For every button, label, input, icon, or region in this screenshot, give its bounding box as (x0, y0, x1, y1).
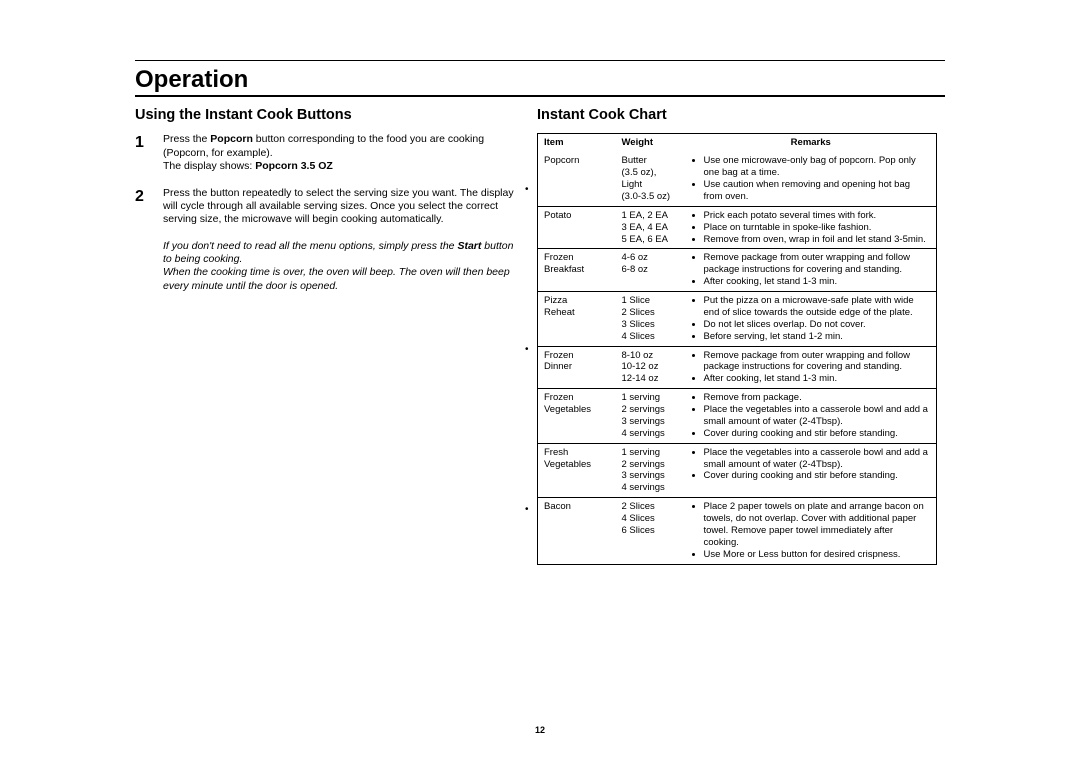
step-1: 1 Press the Popcorn button corresponding… (135, 133, 515, 172)
table-row: FreshVegetables1 serving2 servings3 serv… (538, 443, 937, 498)
footnote: If you don't need to read all the menu o… (163, 240, 515, 293)
note-line2: When the cooking time is over, the oven … (163, 266, 510, 291)
step-1-display-b: Popcorn 3.5 OZ (255, 160, 333, 172)
cell-item: Popcorn (538, 152, 616, 206)
cell-remarks: Prick each potato several times with for… (686, 206, 937, 249)
table-row: PopcornButter(3.5 oz),Light(3.0-3.5 oz) U… (538, 152, 937, 206)
step-1-display-a: The display shows: (163, 160, 255, 172)
cell-weight: 8-10 oz10-12 oz12-14 oz (616, 346, 686, 389)
cell-remarks: Remove from package.Place the vegetables… (686, 389, 937, 444)
table-row: FrozenBreakfast4-6 oz6-8 oz Remove packag… (538, 249, 937, 292)
remark-item: Place on turntable in spoke-like fashion… (704, 222, 931, 234)
table-row: Bacon2 Slices4 Slices6 Slices Place 2 pap… (538, 498, 937, 564)
rule-top (135, 60, 945, 61)
cell-weight: Butter(3.5 oz),Light(3.0-3.5 oz) (616, 152, 686, 206)
cell-remarks: Remove package from outer wrapping and f… (686, 249, 937, 292)
cell-remarks: Remove package from outer wrapping and f… (686, 346, 937, 389)
right-subheading: Instant Cook Chart (537, 107, 945, 123)
cell-item: Bacon (538, 498, 616, 564)
cell-remarks: Place 2 paper towels on plate and arrang… (686, 498, 937, 564)
remark-item: Use More or Less button for desired cris… (704, 549, 931, 561)
page-number: 12 (535, 725, 545, 735)
rule-under-heading (135, 95, 945, 97)
remark-item: Use caution when removing and opening ho… (704, 179, 931, 203)
cell-item: FreshVegetables (538, 443, 616, 498)
step-1-text-a: Press the (163, 133, 210, 145)
th-item: Item (538, 134, 616, 152)
side-bullets: ••• (525, 185, 529, 665)
th-remarks: Remarks (686, 134, 937, 152)
cell-item: FrozenBreakfast (538, 249, 616, 292)
cell-item: FrozenDinner (538, 346, 616, 389)
remark-item: Before serving, let stand 1-2 min. (704, 331, 931, 343)
remark-item: Remove from oven, wrap in foil and let s… (704, 234, 931, 246)
remark-item: Put the pizza on a microwave-safe plate … (704, 295, 931, 319)
cell-weight: 1 Slice2 Slices3 Slices4 Slices (616, 292, 686, 347)
remark-item: Place 2 paper towels on plate and arrang… (704, 501, 931, 549)
note-start-bold: Start (457, 240, 481, 252)
cell-item: Potato (538, 206, 616, 249)
th-weight: Weight (616, 134, 686, 152)
cell-remarks: Put the pizza on a microwave-safe plate … (686, 292, 937, 347)
remark-item: After cooking, let stand 1-3 min. (704, 373, 931, 385)
step-2-number: 2 (135, 187, 149, 226)
remark-item: Remove from package. (704, 392, 931, 404)
remark-item: Remove package from outer wrapping and f… (704, 252, 931, 276)
cell-item: FrozenVegetables (538, 389, 616, 444)
remark-item: Do not let slices overlap. Do not cover. (704, 319, 931, 331)
cell-weight: 1 EA, 2 EA3 EA, 4 EA5 EA, 6 EA (616, 206, 686, 249)
remark-item: After cooking, let stand 1-3 min. (704, 276, 931, 288)
table-row: FrozenDinner8-10 oz10-12 oz12-14 oz Remov… (538, 346, 937, 389)
step-2-body: Press the button repeatedly to select th… (163, 187, 515, 226)
cell-weight: 1 serving2 servings3 servings4 servings (616, 443, 686, 498)
step-1-number: 1 (135, 133, 149, 172)
cell-weight: 1 serving2 servings3 servings4 servings (616, 389, 686, 444)
step-1-popcorn-bold: Popcorn (210, 133, 253, 145)
left-subheading: Using the Instant Cook Buttons (135, 107, 515, 123)
step-1-body: Press the Popcorn button corresponding t… (163, 133, 515, 172)
cell-weight: 2 Slices4 Slices6 Slices (616, 498, 686, 564)
remark-item: Prick each potato several times with for… (704, 210, 931, 222)
note-line1-a: If you don't need to read all the menu o… (163, 240, 457, 252)
step-2: 2 Press the button repeatedly to select … (135, 187, 515, 226)
right-column: ••• Instant Cook Chart Item Weight Remar… (537, 107, 945, 564)
remark-item: Cover during cooking and stir before sta… (704, 470, 931, 482)
remark-item: Remove package from outer wrapping and f… (704, 350, 931, 374)
remark-item: Place the vegetables into a casserole bo… (704, 404, 931, 428)
remark-item: Place the vegetables into a casserole bo… (704, 447, 931, 471)
table-row: Potato1 EA, 2 EA3 EA, 4 EA5 EA, 6 EA Pric… (538, 206, 937, 249)
instant-cook-chart: Item Weight Remarks PopcornButter(3.5 oz… (537, 133, 937, 564)
left-column: Using the Instant Cook Buttons 1 Press t… (135, 107, 515, 564)
table-row: FrozenVegetables1 serving2 servings3 ser… (538, 389, 937, 444)
cell-remarks: Place the vegetables into a casserole bo… (686, 443, 937, 498)
table-header-row: Item Weight Remarks (538, 134, 937, 152)
remark-item: Cover during cooking and stir before sta… (704, 428, 931, 440)
remark-item: Use one microwave-only bag of popcorn. P… (704, 155, 931, 179)
cell-item: PizzaReheat (538, 292, 616, 347)
cell-remarks: Use one microwave-only bag of popcorn. P… (686, 152, 937, 206)
table-row: PizzaReheat1 Slice2 Slices3 Slices4 Slic… (538, 292, 937, 347)
cell-weight: 4-6 oz6-8 oz (616, 249, 686, 292)
main-heading: Operation (135, 67, 945, 93)
